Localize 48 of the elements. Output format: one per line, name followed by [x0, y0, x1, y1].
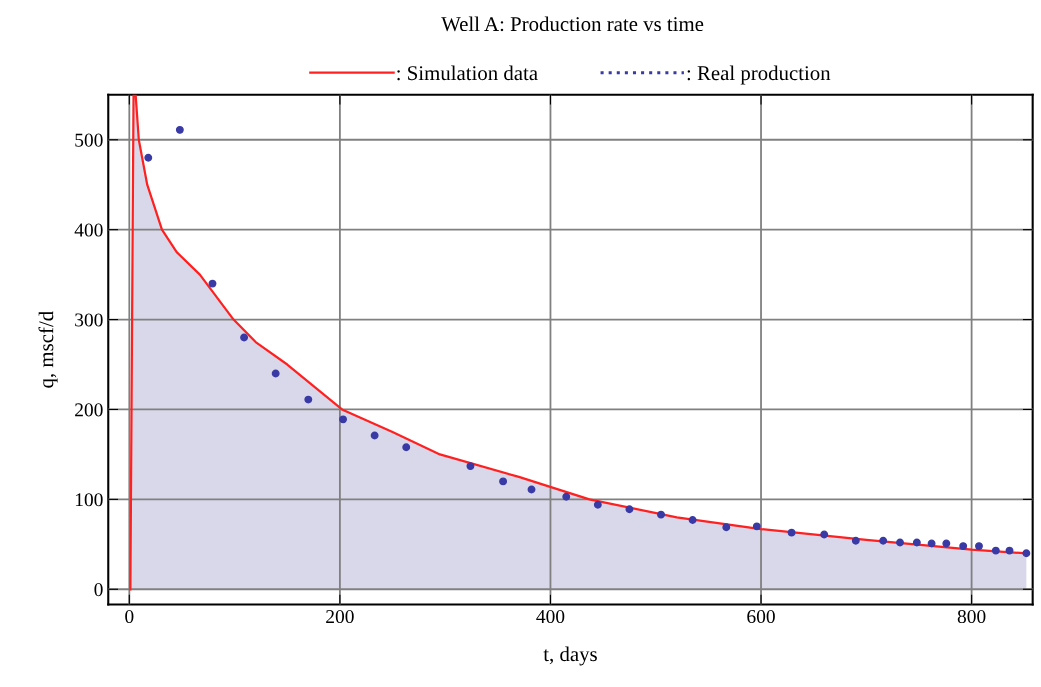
- y-tick-label: 0: [94, 583, 103, 597]
- point: [787, 528, 796, 537]
- point: [879, 536, 888, 545]
- y-axis-title: q, mscf/d: [38, 311, 58, 388]
- y-tick-label: 400: [74, 223, 103, 237]
- point: [896, 538, 904, 547]
- point: [991, 546, 1000, 555]
- point: [657, 510, 665, 519]
- y-tick-label: 100: [75, 493, 103, 507]
- y-tick-label: 300: [75, 313, 103, 327]
- point: [562, 492, 571, 501]
- point: [527, 485, 536, 494]
- legend-label: : Real production: [687, 65, 831, 85]
- point: [499, 477, 508, 486]
- x-tick-label: 200: [326, 609, 354, 624]
- y-tick-label: 500: [75, 133, 103, 147]
- point: [820, 530, 829, 539]
- point: [959, 542, 968, 551]
- point: [175, 125, 184, 134]
- x-tick-label: 400: [536, 609, 565, 624]
- point: [927, 539, 936, 548]
- point: [240, 333, 249, 342]
- point: [625, 505, 634, 514]
- point: [304, 395, 313, 404]
- chart-title: Well A: Production rate vs time: [441, 16, 704, 32]
- point: [1022, 549, 1031, 558]
- point: [1005, 546, 1014, 555]
- point: [208, 279, 217, 288]
- y-tick-label: 200: [75, 403, 103, 417]
- point: [851, 536, 860, 545]
- point: [370, 431, 379, 440]
- x-tick-label: 600: [747, 609, 775, 624]
- point: [466, 462, 475, 471]
- x-tick-label: 800: [957, 609, 986, 624]
- point: [402, 443, 411, 452]
- point: [942, 539, 951, 548]
- point: [752, 522, 761, 531]
- point: [688, 516, 697, 525]
- point: [144, 153, 153, 162]
- point: [975, 542, 983, 551]
- point: [722, 523, 731, 532]
- point: [339, 415, 348, 424]
- x-tick-label: 0: [125, 609, 134, 624]
- point: [912, 538, 921, 547]
- point: [593, 500, 602, 509]
- x-axis-title: t, days: [543, 646, 597, 666]
- point: [271, 369, 280, 378]
- legend-label: : Simulation data: [397, 65, 538, 81]
